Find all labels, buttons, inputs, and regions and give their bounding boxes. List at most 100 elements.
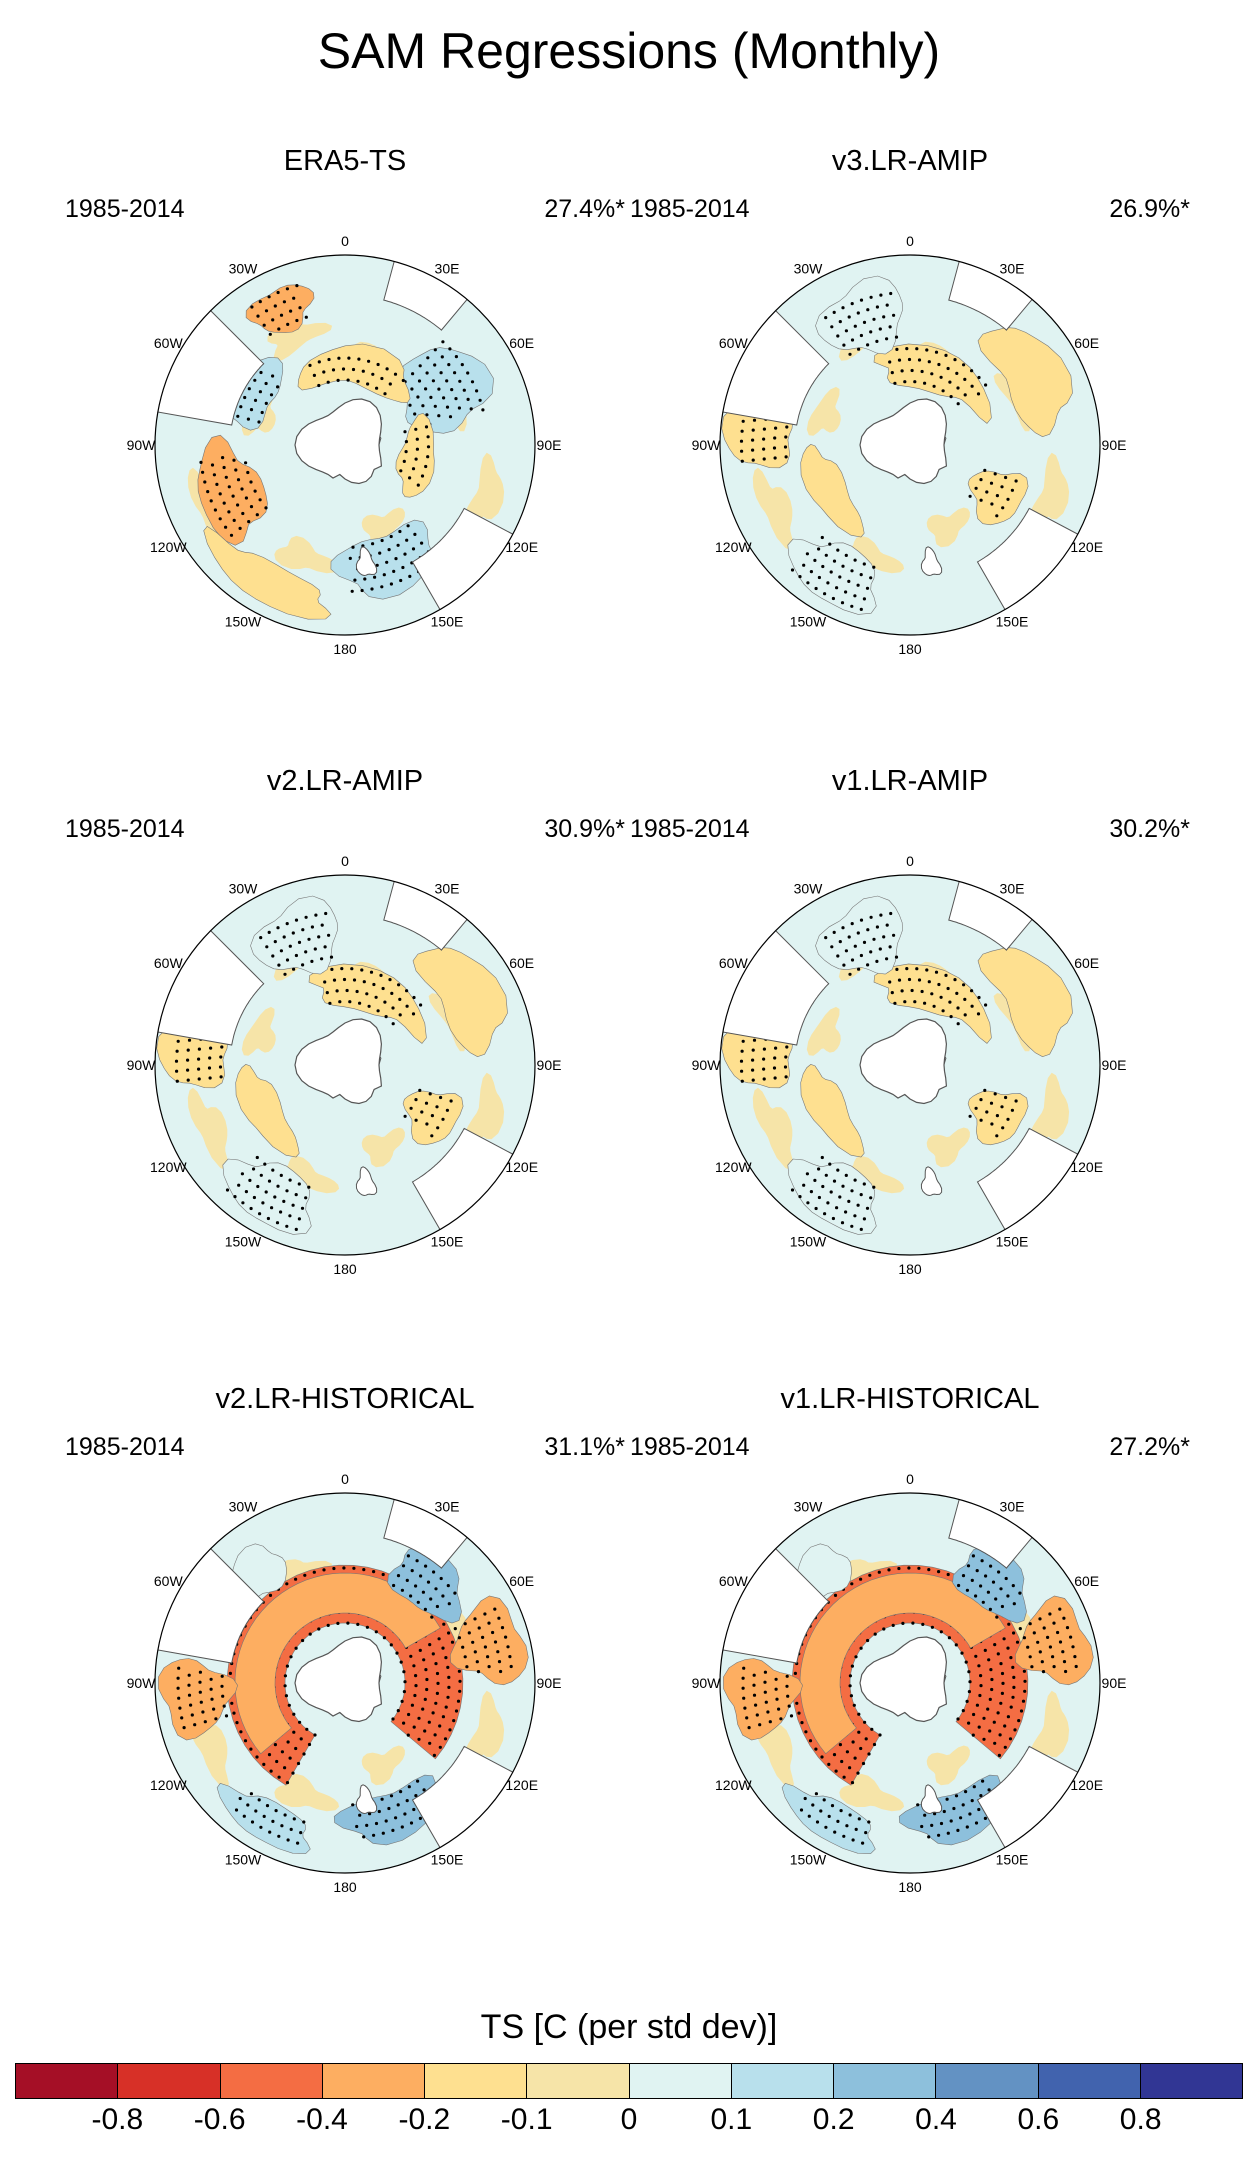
stipple-dot xyxy=(443,1737,448,1741)
stipple-dot xyxy=(784,435,788,439)
stipple-dot xyxy=(389,582,393,586)
stipple-dot xyxy=(785,1045,789,1049)
stipple-dot xyxy=(869,1196,873,1200)
stipple-dot xyxy=(800,1721,804,1725)
stipple-dot xyxy=(372,1833,376,1837)
stipple-dot xyxy=(813,558,817,562)
stipple-dot xyxy=(809,1190,813,1194)
stipple-dot xyxy=(751,1048,755,1052)
stipple-dot xyxy=(310,959,314,963)
stipple-dot xyxy=(977,995,981,1000)
stipple-dot xyxy=(244,1190,248,1194)
longitude-label: 60W xyxy=(154,955,184,971)
stipple-dot xyxy=(872,565,876,569)
polar-map: 0 30E 60E 90E 120E 150E 180 150W 120W 90W 60W 30W xyxy=(127,233,562,657)
stipple-dot xyxy=(283,1813,287,1817)
stipple-dot xyxy=(1051,1655,1055,1659)
stipple-dot xyxy=(986,1707,990,1711)
stipple-dot xyxy=(463,1622,467,1626)
stipple-dot xyxy=(294,953,298,958)
stipple-dot xyxy=(442,1622,446,1626)
stipple-dot xyxy=(944,973,948,977)
stipple-dot xyxy=(985,490,989,494)
stipple-dot xyxy=(820,1155,824,1160)
stipple-dot xyxy=(774,1046,778,1050)
stipple-dot xyxy=(249,1747,253,1751)
significance-stipple xyxy=(392,1554,457,1619)
stipple-dot xyxy=(814,1206,818,1211)
stipple-dot xyxy=(891,1623,895,1627)
stipple-dot xyxy=(456,1699,461,1703)
stipple-dot xyxy=(850,1781,855,1785)
stipple-dot xyxy=(277,1775,281,1779)
stipple-dot xyxy=(878,327,882,331)
stipple-dot xyxy=(815,1820,820,1824)
stipple-dot xyxy=(460,363,464,367)
stipple-dot xyxy=(258,390,262,394)
stipple-dot xyxy=(264,401,268,405)
stipple-dot xyxy=(979,1118,983,1122)
stipple-dot xyxy=(930,992,934,996)
stipple-dot xyxy=(446,1584,450,1588)
stipple-dot xyxy=(885,303,889,307)
stipple-dot xyxy=(829,1190,833,1194)
stipple-dot xyxy=(762,427,766,431)
stipple-dot xyxy=(478,398,482,402)
stipple-dot xyxy=(446,1695,450,1699)
stipple-dot xyxy=(360,968,364,972)
stipple-dot xyxy=(317,360,321,364)
panel-period: 1985-2014 xyxy=(65,195,185,223)
stipple-dot xyxy=(434,1662,438,1666)
anomaly-region xyxy=(967,1090,1029,1146)
stipple-dot xyxy=(475,389,479,393)
stipple-dot xyxy=(457,406,461,410)
stipple-dot xyxy=(323,980,327,984)
panel-period: 1985-2014 xyxy=(65,1433,185,1461)
longitude-label: 150E xyxy=(431,614,464,630)
stipple-dot xyxy=(888,360,892,364)
stipple-dot xyxy=(432,1570,436,1574)
stipple-dot xyxy=(248,1178,252,1182)
stipple-dot xyxy=(903,1000,907,1004)
stipple-dot xyxy=(417,1716,421,1720)
stipple-dot xyxy=(285,1224,289,1228)
stipple-dot xyxy=(830,1804,835,1808)
stipple-dot xyxy=(773,436,777,440)
significance-stipple xyxy=(1018,1607,1078,1674)
significance-stipple xyxy=(399,425,431,487)
stipple-dot xyxy=(838,1743,842,1747)
stipple-dot xyxy=(406,1733,410,1737)
stipple-dot xyxy=(504,1635,508,1639)
stipple-dot xyxy=(214,1717,218,1721)
stipple-dot xyxy=(399,578,403,583)
stipple-dot xyxy=(438,1724,442,1728)
stipple-dot xyxy=(915,347,919,351)
stipple-dot xyxy=(317,383,321,388)
stipple-dot xyxy=(1028,1622,1032,1626)
stipple-dot xyxy=(355,989,359,994)
stipple-dot xyxy=(1071,1645,1075,1649)
stipple-dot xyxy=(839,1809,843,1813)
stipple-dot xyxy=(836,1819,840,1823)
stipple-dot xyxy=(307,1185,311,1189)
stipple-dot xyxy=(400,1825,404,1829)
significance-stipple xyxy=(968,1088,1018,1138)
stipple-dot xyxy=(793,1671,797,1675)
anomaly-patch xyxy=(241,1006,276,1056)
stipple-dot xyxy=(848,972,852,976)
stipple-dot xyxy=(845,1824,849,1828)
stipple-dot xyxy=(933,1812,937,1816)
stipple-dot xyxy=(838,940,842,944)
stipple-dot xyxy=(945,1797,949,1801)
stipple-dot xyxy=(763,1680,767,1684)
stipple-dot xyxy=(888,945,892,949)
stipple-dot xyxy=(300,1206,305,1210)
stipple-dot xyxy=(861,1761,866,1766)
stipple-dot xyxy=(913,1000,917,1004)
stipple-dot xyxy=(836,954,840,958)
stipple-dot xyxy=(983,1816,987,1820)
stipple-dot xyxy=(403,552,407,556)
stipple-dot xyxy=(754,1703,758,1707)
stipple-dot xyxy=(421,1590,425,1594)
stipple-dot xyxy=(844,329,848,333)
